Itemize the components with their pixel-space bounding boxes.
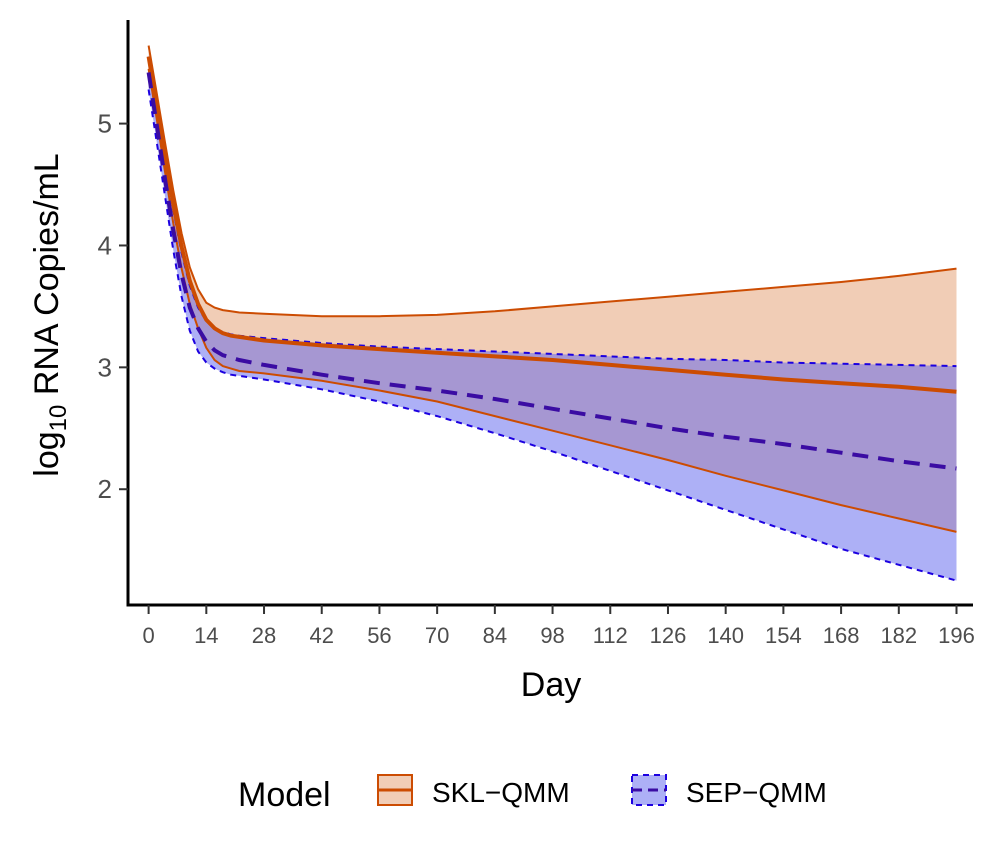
x-tick-label: 56 xyxy=(367,623,391,648)
mean-line-skl-qmm xyxy=(146,56,957,394)
axes xyxy=(126,20,973,607)
y-tick-label: 4 xyxy=(98,230,112,260)
y-axis-title: log10 RNA Copies/mL xyxy=(28,153,72,476)
lower-bound-sep-qmm xyxy=(147,89,957,582)
x-axis-title: Day xyxy=(521,666,581,704)
y-axis-title-suffix: RNA Copies/mL xyxy=(28,153,66,404)
x-tick-label: 98 xyxy=(540,623,564,648)
series-lines xyxy=(146,45,957,582)
legend-label-skl-qmm: SKL−QMM xyxy=(432,777,570,808)
y-axis-title-subscript: 10 xyxy=(45,405,72,432)
x-tick-label: 42 xyxy=(309,623,333,648)
mean-line-sep-qmm xyxy=(146,72,957,471)
x-tick-label: 70 xyxy=(425,623,449,648)
x-ticks: 0 14 28 42 56 70 84 98 112 126 140 154 168 182 196 xyxy=(142,605,975,648)
x-tick-label: 28 xyxy=(252,623,276,648)
y-tick-label: 3 xyxy=(98,352,112,382)
y-axis-title-prefix: log xyxy=(28,431,66,476)
band-sep-qmm xyxy=(148,56,957,581)
legend-key-sep-qmm xyxy=(631,774,667,806)
y-tick-label: 2 xyxy=(98,474,112,504)
upper-bound-skl-qmm xyxy=(147,45,957,318)
y-tick-label: 5 xyxy=(98,109,112,139)
x-tick-label: 140 xyxy=(707,623,744,648)
confidence-bands xyxy=(148,45,957,581)
x-tick-label: 196 xyxy=(938,623,975,648)
legend: Model SKL−QMM SEP−QMM xyxy=(238,774,827,814)
x-tick-label: 14 xyxy=(194,623,218,648)
legend-label-sep-qmm: SEP−QMM xyxy=(686,777,827,808)
x-tick-label: 182 xyxy=(880,623,917,648)
x-tick-label: 112 xyxy=(593,623,628,648)
legend-title: Model xyxy=(238,776,331,814)
x-tick-label: 84 xyxy=(483,623,507,648)
y-ticks: 2 3 4 5 xyxy=(98,109,128,504)
legend-key-skl-qmm xyxy=(377,774,413,806)
x-tick-label: 168 xyxy=(823,623,860,648)
x-tick-label: 0 xyxy=(142,623,154,648)
x-tick-label: 126 xyxy=(650,623,687,648)
lower-bound-skl-qmm xyxy=(147,68,957,533)
x-tick-label: 154 xyxy=(765,623,802,648)
